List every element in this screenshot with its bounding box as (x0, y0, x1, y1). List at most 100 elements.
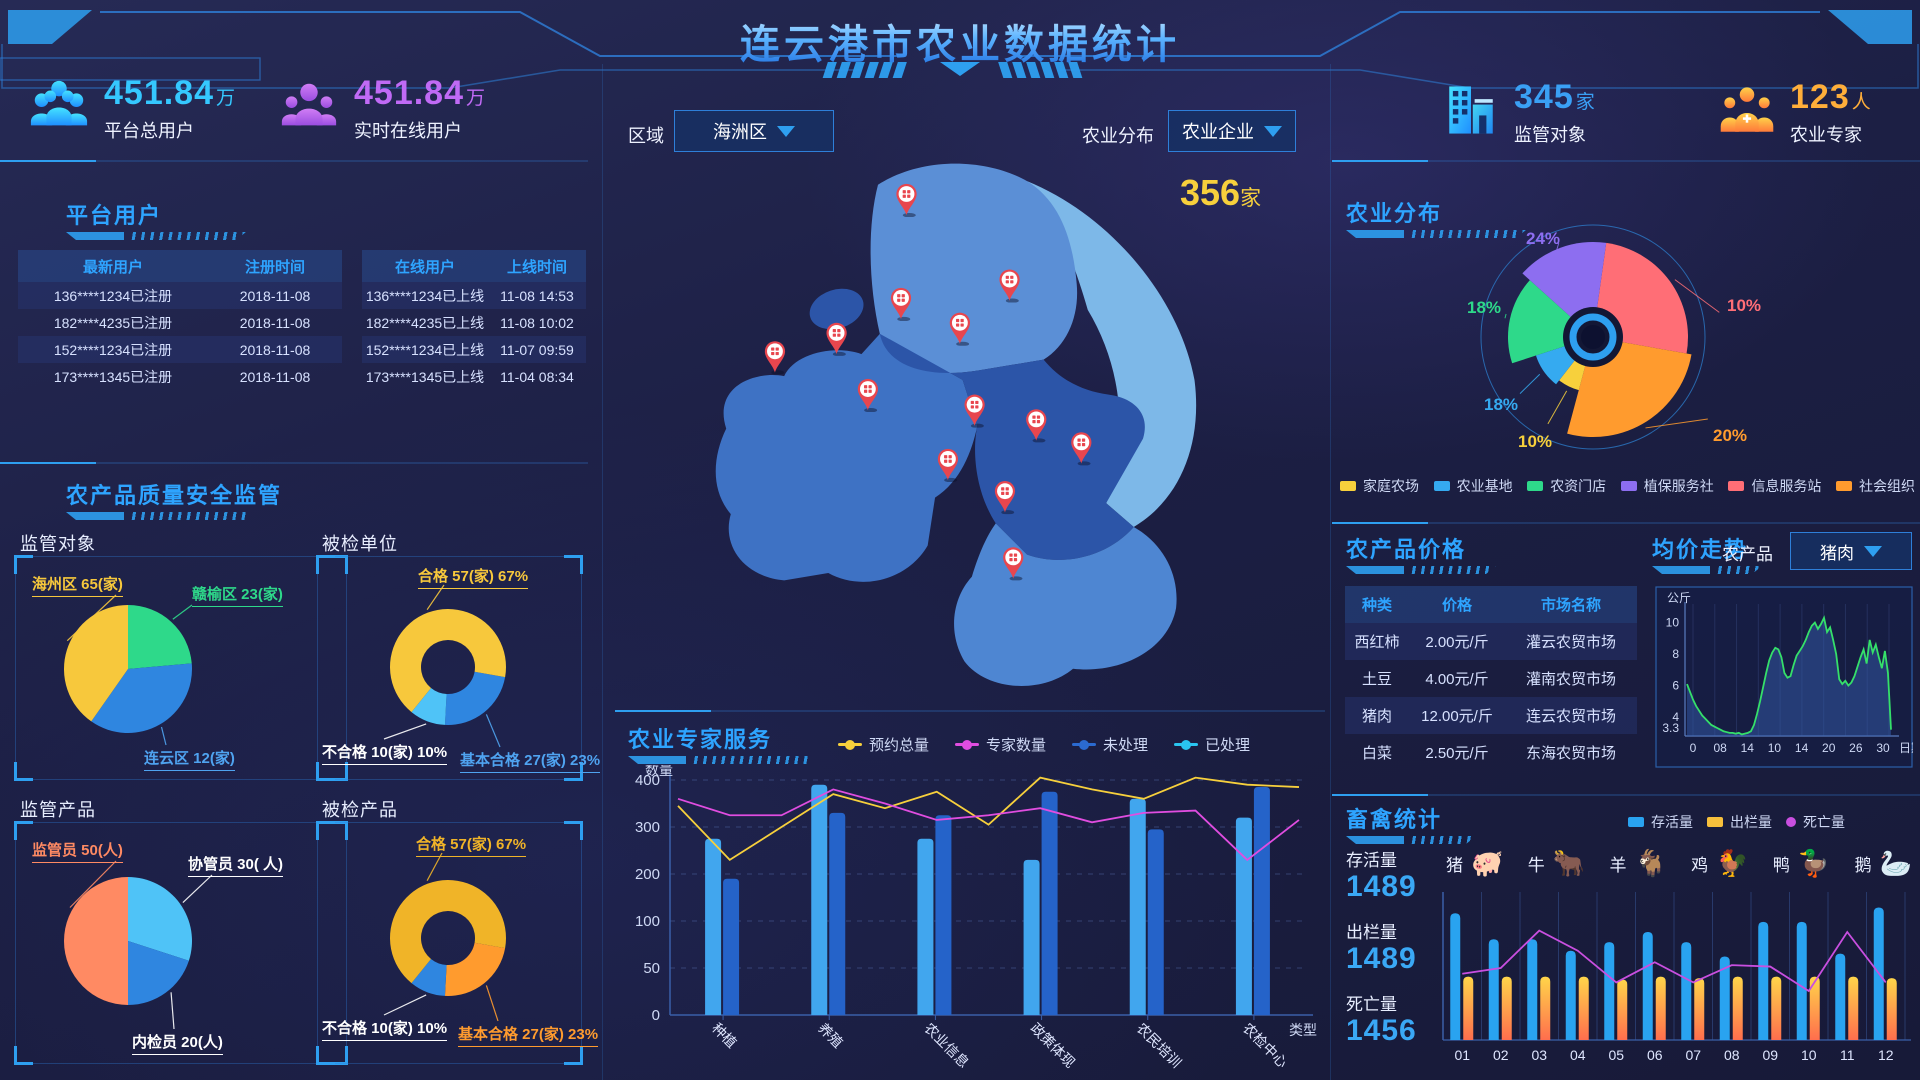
livestock-bar[interactable] (1450, 913, 1461, 1040)
table-cell: 136****1234已上线 (365, 287, 485, 304)
animal-item[interactable]: 牛 🐂 (1527, 848, 1586, 878)
legend-item[interactable]: 信息服务站 (1728, 476, 1821, 496)
legend-marker (1707, 817, 1723, 827)
legend-item[interactable]: 出栏量 (1707, 812, 1772, 832)
district-center[interactable] (879, 333, 1145, 560)
livestock-bar[interactable] (1540, 976, 1551, 1040)
livestock-bar[interactable] (1694, 978, 1705, 1040)
title-decoration (66, 232, 246, 240)
bar-done[interactable] (1235, 817, 1252, 1015)
svg-text:12: 12 (1878, 1047, 1894, 1063)
legend-item[interactable]: 家庭农场 (1340, 476, 1419, 496)
legend-marker (1786, 817, 1796, 827)
bar-done[interactable] (705, 838, 722, 1015)
bar-pending[interactable] (1253, 787, 1270, 1015)
bar-pending[interactable] (829, 812, 846, 1015)
stat-online-users: 451.84 万 实时在线用户 (278, 74, 486, 143)
pie-slice-label: 监管员 50(人) (32, 839, 123, 863)
animal-item[interactable]: 猪 🐖 (1446, 848, 1504, 878)
legend-item[interactable]: 预约总量 (838, 734, 929, 755)
dist-select[interactable]: 农业企业 (1168, 110, 1296, 152)
livestock-bar[interactable] (1501, 976, 1512, 1040)
livestock-bar[interactable] (1655, 976, 1666, 1040)
livestock-bar[interactable] (1886, 978, 1897, 1040)
pie-slice[interactable] (444, 671, 506, 725)
pie-slice[interactable] (390, 880, 506, 984)
legend-item[interactable]: 死亡量 (1786, 812, 1845, 832)
animal-item[interactable]: 鸡 🐓 (1691, 848, 1749, 878)
svg-text:04: 04 (1570, 1047, 1586, 1063)
region-select[interactable]: 海洲区 (674, 110, 834, 152)
animal-item[interactable]: 鹅 🦢 (1854, 848, 1912, 878)
bar-pending[interactable] (723, 878, 740, 1015)
table-cell: 灌云农贸市场 (1525, 634, 1616, 651)
pie-slice[interactable] (128, 941, 189, 1005)
legend-marker (1628, 817, 1644, 827)
legend-marker (955, 743, 980, 746)
livestock-bar[interactable] (1719, 956, 1730, 1040)
livestock-bar[interactable] (1796, 921, 1807, 1040)
district-north[interactable] (870, 163, 1078, 374)
pie-slice[interactable] (128, 877, 192, 961)
bar-done[interactable] (811, 784, 828, 1015)
livestock-bar[interactable] (1488, 939, 1499, 1040)
district-coastal[interactable] (1027, 181, 1197, 528)
animal-item[interactable]: 鸭 🦆 (1772, 848, 1831, 878)
table-cell: 152****1234已注册 (53, 341, 173, 358)
livestock-bar[interactable] (1527, 939, 1538, 1040)
livestock-bar[interactable] (1848, 976, 1859, 1040)
bar-pending[interactable] (1147, 829, 1164, 1015)
livestock-bar[interactable] (1681, 942, 1692, 1040)
pie-slice[interactable] (444, 942, 506, 996)
product-select[interactable]: 猪肉 (1790, 532, 1912, 570)
legend-item[interactable]: 农业基地 (1433, 476, 1513, 496)
livestock-bar[interactable] (1809, 976, 1820, 1040)
legend-item[interactable]: 专家数量 (955, 734, 1046, 755)
line-series (677, 788, 1300, 862)
pie-slice[interactable] (390, 609, 506, 713)
table-row: 152****1234已上线 11-07 09:59 (362, 336, 586, 363)
pie-slice[interactable] (128, 605, 192, 669)
svg-text:农民培训: 农民培训 (1134, 1020, 1185, 1071)
livestock-bar[interactable] (1578, 976, 1589, 1040)
region-map (715, 163, 1197, 686)
section-separator (1332, 522, 1920, 524)
bar-done[interactable] (1023, 859, 1040, 1015)
map-pin[interactable] (764, 341, 786, 375)
bar-pending[interactable] (1041, 791, 1058, 1015)
livestock-bar[interactable] (1463, 976, 1474, 1040)
legend-item[interactable]: 植保服务社 (1620, 476, 1714, 496)
livestock-bar[interactable] (1771, 976, 1782, 1040)
table-row: 152****1234已注册 2018-11-08 (18, 336, 342, 363)
livestock-bar[interactable] (1565, 950, 1576, 1040)
pie-slice[interactable] (411, 687, 447, 725)
livestock-stat-label: 死亡量 (1346, 995, 1397, 1014)
livestock-chart: 01 02 03 04 05 06 07 08 09 10 11 12 (1442, 892, 1911, 1063)
pie-slice[interactable] (91, 663, 192, 733)
bar-pending[interactable] (935, 815, 952, 1015)
district-west[interactable] (715, 333, 978, 582)
animal-item[interactable]: 羊 🐐 (1609, 848, 1667, 878)
livestock-bar[interactable] (1835, 953, 1846, 1040)
bar-done[interactable] (1129, 798, 1146, 1015)
livestock-bar[interactable] (1604, 942, 1615, 1040)
table-row: 白菜 2.50元/斤 东海农贸市场 (1345, 734, 1637, 771)
livestock-bar[interactable] (1642, 932, 1653, 1040)
table-cell: 2018-11-08 (239, 287, 311, 304)
livestock-bar[interactable] (1732, 976, 1743, 1040)
pie-slice[interactable] (411, 958, 447, 996)
legend-item[interactable]: 存活量 (1628, 812, 1693, 832)
legend-item[interactable]: 未处理 (1072, 734, 1148, 755)
table-cell: 白菜 (1361, 745, 1392, 762)
bar-done[interactable] (917, 838, 934, 1015)
pie-slice[interactable] (64, 877, 128, 1005)
legend-item[interactable]: 农资门店 (1527, 476, 1606, 496)
rose-percent-label: 10% (1727, 296, 1762, 315)
pie-slice[interactable] (63, 605, 128, 722)
livestock-bar[interactable] (1758, 921, 1769, 1040)
legend-item[interactable]: 社会组织 (1835, 476, 1915, 496)
legend-item[interactable]: 已处理 (1174, 734, 1250, 755)
livestock-bar[interactable] (1617, 979, 1628, 1040)
